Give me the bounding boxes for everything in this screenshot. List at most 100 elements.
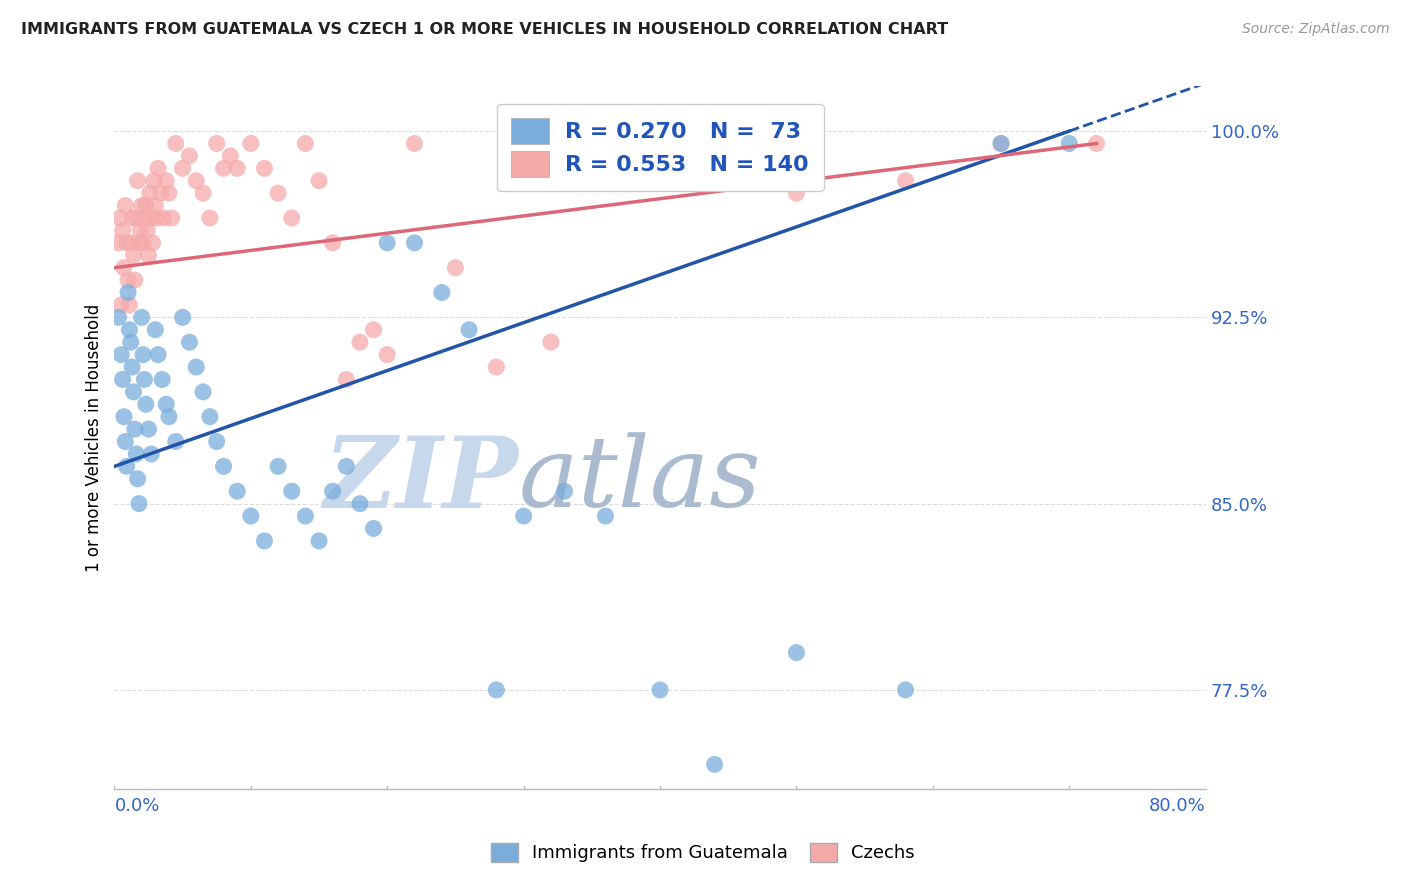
Point bbox=[404, 235, 426, 250]
Point bbox=[485, 682, 508, 697]
Point bbox=[118, 323, 141, 337]
Point bbox=[212, 459, 235, 474]
Point bbox=[155, 397, 177, 411]
Point bbox=[540, 335, 562, 350]
Point bbox=[107, 310, 129, 325]
Point bbox=[143, 323, 166, 337]
Point bbox=[226, 161, 249, 176]
Point bbox=[134, 211, 156, 225]
Point bbox=[349, 497, 371, 511]
Point bbox=[121, 359, 143, 374]
Point bbox=[110, 348, 132, 362]
Point bbox=[404, 136, 426, 151]
Point bbox=[121, 211, 143, 225]
Point bbox=[110, 298, 132, 312]
Point bbox=[485, 359, 508, 374]
Y-axis label: 1 or more Vehicles in Household: 1 or more Vehicles in Household bbox=[86, 303, 103, 572]
Point bbox=[444, 260, 467, 275]
Point bbox=[157, 409, 180, 424]
Point bbox=[253, 161, 276, 176]
Point bbox=[125, 447, 148, 461]
Point bbox=[676, 136, 699, 151]
Point bbox=[165, 434, 187, 449]
Point bbox=[335, 459, 357, 474]
Point bbox=[363, 521, 385, 535]
Point bbox=[124, 273, 146, 287]
Point bbox=[430, 285, 453, 300]
Point bbox=[122, 384, 145, 399]
Point bbox=[117, 273, 139, 287]
Point bbox=[111, 223, 134, 237]
Point bbox=[127, 472, 149, 486]
Point bbox=[112, 409, 135, 424]
Point bbox=[1057, 136, 1080, 151]
Point bbox=[114, 434, 136, 449]
Point bbox=[120, 335, 142, 350]
Point bbox=[150, 372, 173, 386]
Point bbox=[894, 682, 917, 697]
Point bbox=[267, 459, 290, 474]
Point bbox=[160, 211, 183, 225]
Point bbox=[165, 136, 187, 151]
Point bbox=[155, 174, 177, 188]
Text: 80.0%: 80.0% bbox=[1149, 797, 1206, 814]
Point bbox=[115, 459, 138, 474]
Legend: Immigrants from Guatemala, Czechs: Immigrants from Guatemala, Czechs bbox=[484, 836, 922, 870]
Text: Source: ZipAtlas.com: Source: ZipAtlas.com bbox=[1241, 22, 1389, 37]
Point bbox=[135, 198, 157, 212]
Point bbox=[280, 484, 302, 499]
Point bbox=[146, 161, 169, 176]
Point bbox=[138, 422, 160, 436]
Point bbox=[349, 335, 371, 350]
Point bbox=[129, 223, 152, 237]
Point bbox=[205, 136, 228, 151]
Point bbox=[375, 235, 398, 250]
Point bbox=[118, 298, 141, 312]
Point bbox=[136, 223, 159, 237]
Point bbox=[205, 434, 228, 449]
Point bbox=[512, 509, 534, 524]
Point bbox=[186, 174, 208, 188]
Point bbox=[135, 397, 157, 411]
Point bbox=[990, 136, 1012, 151]
Text: 0.0%: 0.0% bbox=[114, 797, 160, 814]
Point bbox=[595, 509, 617, 524]
Point bbox=[115, 235, 138, 250]
Point bbox=[134, 372, 156, 386]
Point bbox=[114, 198, 136, 212]
Point bbox=[894, 174, 917, 188]
Point bbox=[212, 161, 235, 176]
Point bbox=[785, 646, 807, 660]
Point bbox=[107, 235, 129, 250]
Point bbox=[131, 198, 153, 212]
Point bbox=[132, 235, 155, 250]
Point bbox=[458, 323, 481, 337]
Point bbox=[226, 484, 249, 499]
Point bbox=[239, 509, 262, 524]
Point bbox=[198, 211, 221, 225]
Text: atlas: atlas bbox=[519, 433, 761, 528]
Point bbox=[172, 310, 194, 325]
Point bbox=[128, 235, 150, 250]
Point bbox=[179, 149, 201, 163]
Point bbox=[108, 211, 131, 225]
Point bbox=[703, 757, 725, 772]
Point bbox=[322, 235, 344, 250]
Point bbox=[375, 348, 398, 362]
Point bbox=[143, 174, 166, 188]
Point bbox=[122, 248, 145, 262]
Point bbox=[172, 161, 194, 176]
Point bbox=[141, 211, 163, 225]
Point bbox=[219, 149, 242, 163]
Point bbox=[124, 422, 146, 436]
Point bbox=[308, 533, 330, 548]
Point bbox=[131, 310, 153, 325]
Point bbox=[127, 174, 149, 188]
Point bbox=[141, 447, 163, 461]
Point bbox=[191, 384, 214, 399]
Point bbox=[595, 136, 617, 151]
Point bbox=[132, 348, 155, 362]
Point bbox=[149, 186, 172, 201]
Point bbox=[111, 372, 134, 386]
Point bbox=[267, 186, 290, 201]
